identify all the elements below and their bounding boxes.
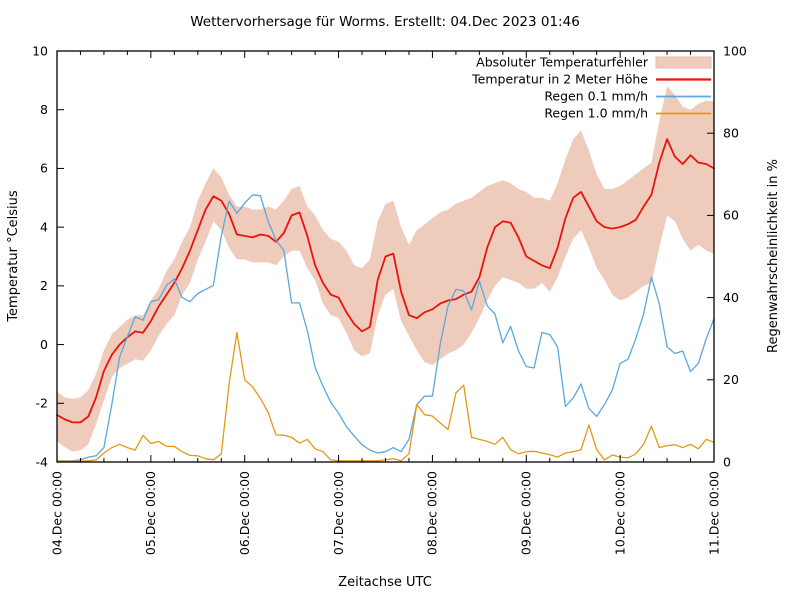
- y-right-tick-label: 60: [723, 208, 739, 223]
- y-axis-label-right: Regenwahrscheinlichkeit in %: [766, 159, 781, 353]
- temperature-line: [56, 138, 715, 424]
- y-left-tick-label: 4: [40, 219, 48, 234]
- y-left-tick-label: -2: [36, 396, 48, 411]
- y-left-tick-label: 10: [32, 43, 48, 58]
- chart-title: Wettervorhersage für Worms. Erstellt: 04…: [190, 14, 580, 30]
- y-left-tick-label: 6: [40, 161, 48, 176]
- x-tick-label: 09.Dec 00:00: [519, 471, 534, 555]
- legend-label-rain-01-line: Regen 0.1 mm/h: [544, 89, 648, 104]
- y-right-tick-label: 80: [723, 126, 739, 141]
- plot-area: 04.Dec 00:00 05.Dec 00:00 06.Dec 00:00 07.D…: [32, 43, 747, 555]
- x-axis-label: Zeitachse UTC: [338, 575, 432, 590]
- legend-label-error-band: Absoluter Temperaturfehler: [476, 55, 649, 70]
- rain-01-line: [56, 194, 715, 462]
- y-left-tick-label: 0: [40, 337, 48, 352]
- y-left-tick-label: 8: [40, 102, 48, 117]
- x-tick-label: 10.Dec 00:00: [612, 471, 627, 555]
- legend-swatch-error-band: [655, 56, 712, 69]
- y-right-tick-label: 100: [723, 43, 747, 58]
- x-tick-label: 06.Dec 00:00: [237, 471, 252, 555]
- plot-frame: [56, 50, 715, 463]
- x-tick-label: 11.Dec 00:00: [706, 471, 721, 555]
- y-right-tick-label: 0: [723, 454, 731, 469]
- x-tick-label: 08.Dec 00:00: [425, 471, 440, 555]
- y-right-tick-label: 40: [723, 290, 739, 305]
- y-right-tick-label: 20: [723, 372, 739, 387]
- x-tick-label: 05.Dec 00:00: [143, 471, 158, 555]
- legend-label-rain-10-line: Regen 1.0 mm/h: [544, 106, 648, 121]
- rain-10-line: [56, 331, 715, 462]
- y-left-tick-label: -4: [36, 454, 49, 469]
- x-tick-label: 04.Dec 00:00: [49, 471, 64, 555]
- y-axis-label-left: Temperatur °Celsius: [6, 190, 21, 323]
- error-band: [57, 86, 714, 452]
- x-tick-label: 07.Dec 00:00: [331, 471, 346, 555]
- legend-label-temperature-line: Temperatur in 2 Meter Höhe: [471, 72, 648, 87]
- y-left-tick-label: 2: [40, 278, 48, 293]
